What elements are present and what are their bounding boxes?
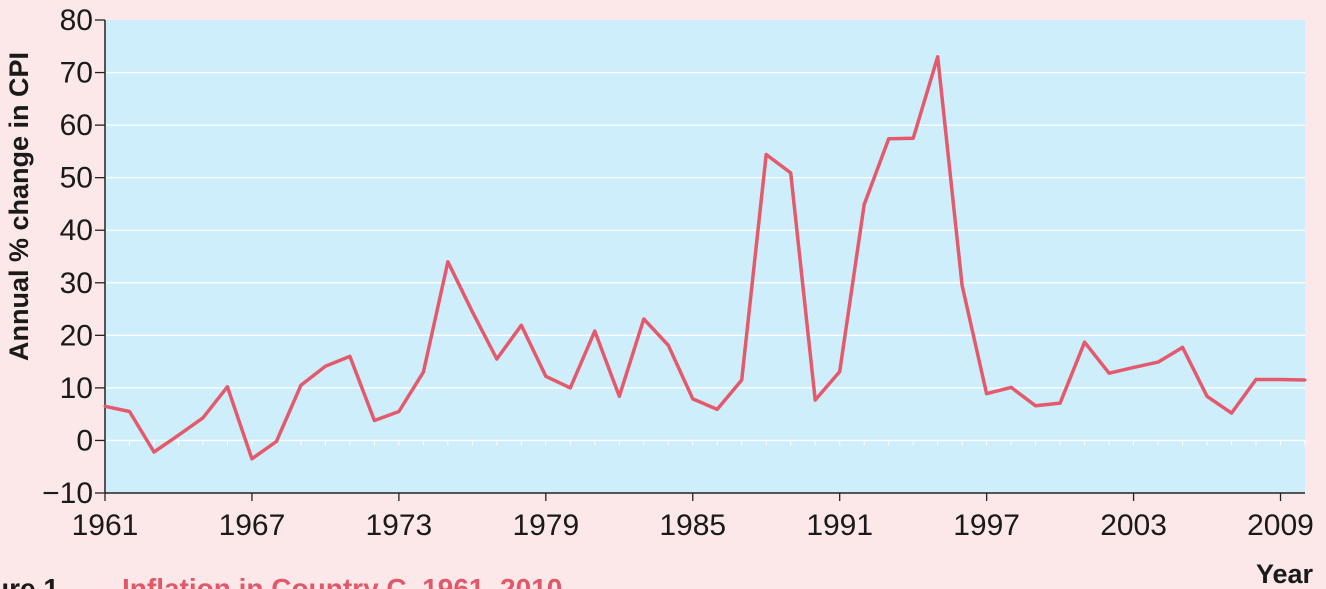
data-point xyxy=(764,153,768,157)
data-point xyxy=(985,392,989,396)
data-point xyxy=(1181,345,1185,349)
x-tick-label: 1985 xyxy=(659,509,726,542)
data-point xyxy=(470,310,474,314)
data-point xyxy=(250,457,254,461)
data-point xyxy=(911,136,915,140)
x-tick-label: 1961 xyxy=(72,509,139,542)
data-point xyxy=(274,439,278,443)
data-point xyxy=(1279,377,1283,381)
data-point xyxy=(862,202,866,206)
x-tick-label: 1997 xyxy=(953,509,1020,542)
data-point xyxy=(1254,377,1258,381)
figure-caption-text: Inflation in Country C, 1961–2010 xyxy=(122,573,562,589)
axes xyxy=(95,19,1305,501)
data-point xyxy=(1034,404,1038,408)
x-tick-label: 1967 xyxy=(219,509,286,542)
y-tick-label: 80 xyxy=(60,4,93,37)
data-point xyxy=(593,329,597,333)
y-tick-label: 0 xyxy=(76,424,93,457)
data-point xyxy=(299,383,303,387)
data-point xyxy=(225,385,229,389)
y-axis-title: Annual % change in CPI xyxy=(4,52,34,361)
y-tick-label: 70 xyxy=(60,57,93,90)
x-tick-label: 2003 xyxy=(1100,509,1167,542)
data-point xyxy=(936,55,940,59)
y-tick-labels: −10 0 10 20 30 40 50 60 70 80 xyxy=(42,4,93,510)
data-point xyxy=(446,260,450,264)
data-point xyxy=(813,398,817,402)
data-point xyxy=(715,407,719,411)
y-tick-label: 30 xyxy=(60,267,93,300)
data-point xyxy=(617,394,621,398)
y-tick-label: −10 xyxy=(42,477,93,510)
data-point xyxy=(740,378,744,382)
data-point xyxy=(1009,385,1013,389)
data-point xyxy=(887,137,891,141)
y-tick-label: 20 xyxy=(60,319,93,352)
data-point xyxy=(519,323,523,327)
data-point xyxy=(397,410,401,414)
data-point xyxy=(176,433,180,437)
data-point xyxy=(372,418,376,422)
data-point xyxy=(152,450,156,454)
data-point xyxy=(127,410,131,414)
y-tick-label: 40 xyxy=(60,214,93,247)
x-tick-label: 2009 xyxy=(1247,509,1314,542)
series-line-cpi xyxy=(104,55,1306,461)
y-tick-label: 50 xyxy=(60,162,93,195)
data-point xyxy=(495,357,499,361)
y-tick-label: 60 xyxy=(60,109,93,142)
data-point xyxy=(642,317,646,321)
data-point xyxy=(1230,411,1234,415)
data-point xyxy=(1107,371,1111,375)
data-point xyxy=(421,370,425,374)
x-tick-label: 1979 xyxy=(512,509,579,542)
data-point xyxy=(568,386,572,390)
data-point xyxy=(666,343,670,347)
data-point xyxy=(1058,401,1062,405)
grid-lines xyxy=(104,71,1306,446)
data-point xyxy=(1132,365,1136,369)
x-tick-label: 1991 xyxy=(806,509,873,542)
data-points xyxy=(103,55,1307,461)
data-point xyxy=(789,171,793,175)
y-tick-label: 10 xyxy=(60,372,93,405)
data-point xyxy=(544,374,548,378)
figure-caption-number: ure 1 xyxy=(0,573,59,589)
data-point xyxy=(323,364,327,368)
plot-area xyxy=(105,20,1305,493)
data-point xyxy=(1303,378,1307,382)
data-point xyxy=(201,416,205,420)
data-point xyxy=(1205,394,1209,398)
data-point xyxy=(1083,340,1087,344)
data-point xyxy=(838,370,842,374)
data-point xyxy=(691,397,695,401)
x-tick-labels: 1961 1967 1973 1979 1985 1991 1997 2003 2009 xyxy=(72,509,1314,542)
data-point xyxy=(103,404,107,408)
data-point xyxy=(1156,360,1160,364)
x-tick-label: 1973 xyxy=(366,509,433,542)
data-point xyxy=(960,283,964,287)
x-axis-title: Year xyxy=(1256,559,1314,589)
data-point xyxy=(348,354,352,358)
